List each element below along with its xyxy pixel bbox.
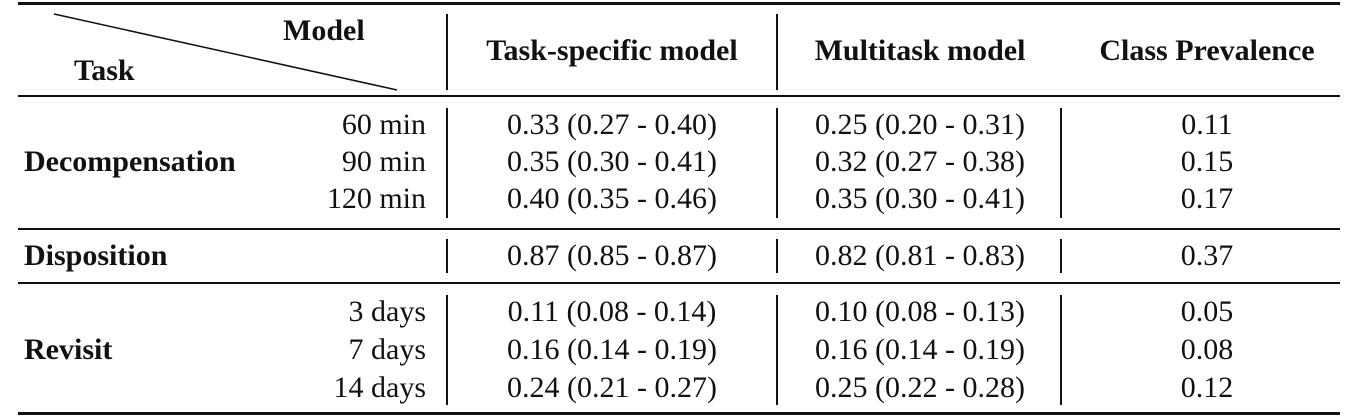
- cell-task-specific: 0.11 (0.08 - 0.14): [507, 295, 717, 328]
- header-rule: [18, 95, 1340, 97]
- body-vline-6: [1060, 239, 1062, 273]
- header-diagonal: [53, 13, 398, 91]
- row-sub-label: 3 days: [348, 295, 427, 328]
- cell-prevalence: 0.08: [1180, 333, 1234, 366]
- cell-task-specific: 0.24 (0.21 - 0.27): [507, 371, 717, 404]
- header-task-specific: Task-specific model: [486, 34, 738, 67]
- header-task: Task: [74, 54, 135, 87]
- cell-task-specific: 0.87 (0.85 - 0.87): [507, 239, 717, 272]
- row-sub-label: 7 days: [348, 333, 427, 366]
- group-rule-1: [18, 228, 1340, 230]
- cell-prevalence: 0.05: [1180, 295, 1234, 328]
- top-rule: [18, 2, 1340, 5]
- cell-prevalence: 0.11: [1181, 108, 1233, 141]
- cell-prevalence: 0.12: [1180, 371, 1234, 404]
- body-vline-4: [446, 239, 448, 273]
- row-sub-label: 14 days: [333, 371, 427, 404]
- header-vline-1: [446, 14, 448, 90]
- body-vline-2: [776, 108, 778, 218]
- task-label-decompensation: Decompensation: [24, 145, 236, 178]
- task-label-disposition: Disposition: [24, 239, 168, 272]
- header-multitask: Multitask model: [814, 34, 1026, 67]
- group-rule-2: [18, 282, 1340, 284]
- header-class-prevalence: Class Prevalence: [1099, 34, 1315, 67]
- cell-task-specific: 0.16 (0.14 - 0.19): [507, 333, 717, 366]
- header-vline-2: [776, 14, 778, 90]
- cell-task-specific: 0.40 (0.35 - 0.46): [507, 182, 717, 215]
- body-vline-7: [446, 295, 448, 405]
- cell-prevalence: 0.15: [1180, 145, 1234, 178]
- body-vline-1: [446, 108, 448, 218]
- cell-multitask: 0.35 (0.30 - 0.41): [815, 182, 1025, 215]
- cell-multitask: 0.25 (0.22 - 0.28): [815, 371, 1025, 404]
- body-vline-3: [1060, 108, 1062, 218]
- row-sub-label: 60 min: [341, 108, 426, 141]
- cell-task-specific: 0.35 (0.30 - 0.41): [507, 145, 717, 178]
- cell-multitask: 0.32 (0.27 - 0.38): [815, 145, 1025, 178]
- bottom-rule: [18, 412, 1340, 415]
- header-model: Model: [283, 14, 365, 47]
- cell-multitask: 0.25 (0.20 - 0.31): [815, 108, 1025, 141]
- cell-multitask: 0.16 (0.14 - 0.19): [815, 333, 1025, 366]
- body-vline-8: [776, 295, 778, 405]
- cell-multitask: 0.82 (0.81 - 0.83): [815, 239, 1025, 272]
- task-label-revisit: Revisit: [24, 333, 113, 366]
- cell-prevalence: 0.37: [1180, 239, 1234, 272]
- body-vline-9: [1060, 295, 1062, 405]
- body-vline-5: [776, 239, 778, 273]
- cell-multitask: 0.10 (0.08 - 0.13): [815, 295, 1025, 328]
- cell-prevalence: 0.17: [1180, 182, 1234, 215]
- row-sub-label: 120 min: [326, 182, 426, 215]
- row-sub-label: 90 min: [341, 145, 426, 178]
- cell-task-specific: 0.33 (0.27 - 0.40): [507, 108, 717, 141]
